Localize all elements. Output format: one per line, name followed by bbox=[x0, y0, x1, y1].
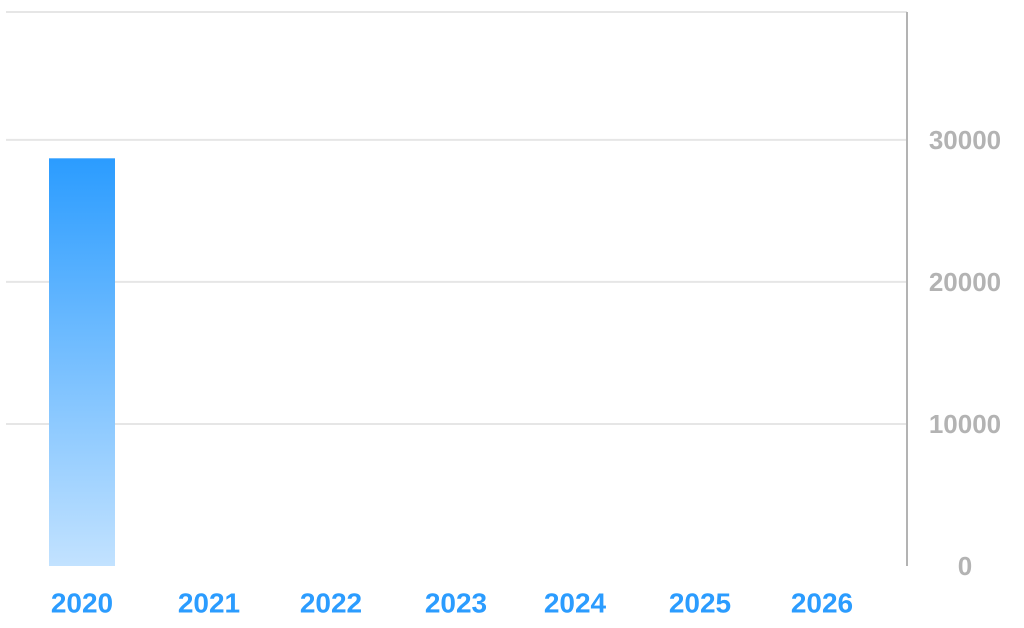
x-tick-label: 2024 bbox=[544, 588, 607, 619]
x-tick-label: 2025 bbox=[669, 588, 731, 619]
x-tick-label: 2026 bbox=[791, 588, 853, 619]
y-axis-tick-labels: 0 10000 20000 30000 bbox=[929, 125, 1001, 581]
x-tick-label: 2021 bbox=[178, 588, 240, 619]
x-tick-label: 2023 bbox=[425, 588, 487, 619]
y-tick-label: 20000 bbox=[929, 267, 1001, 297]
y-tick-label: 0 bbox=[958, 551, 972, 581]
x-tick-label: 2020 bbox=[51, 588, 113, 619]
bars bbox=[49, 158, 115, 567]
y-tick-label: 30000 bbox=[929, 125, 1001, 155]
bar-2020 bbox=[49, 158, 115, 567]
x-axis-category-labels: 2020 2021 2022 2023 2024 2025 2026 bbox=[51, 588, 853, 619]
gridlines bbox=[6, 11, 907, 425]
y-tick-label: 10000 bbox=[929, 409, 1001, 439]
x-tick-label: 2022 bbox=[300, 588, 362, 619]
